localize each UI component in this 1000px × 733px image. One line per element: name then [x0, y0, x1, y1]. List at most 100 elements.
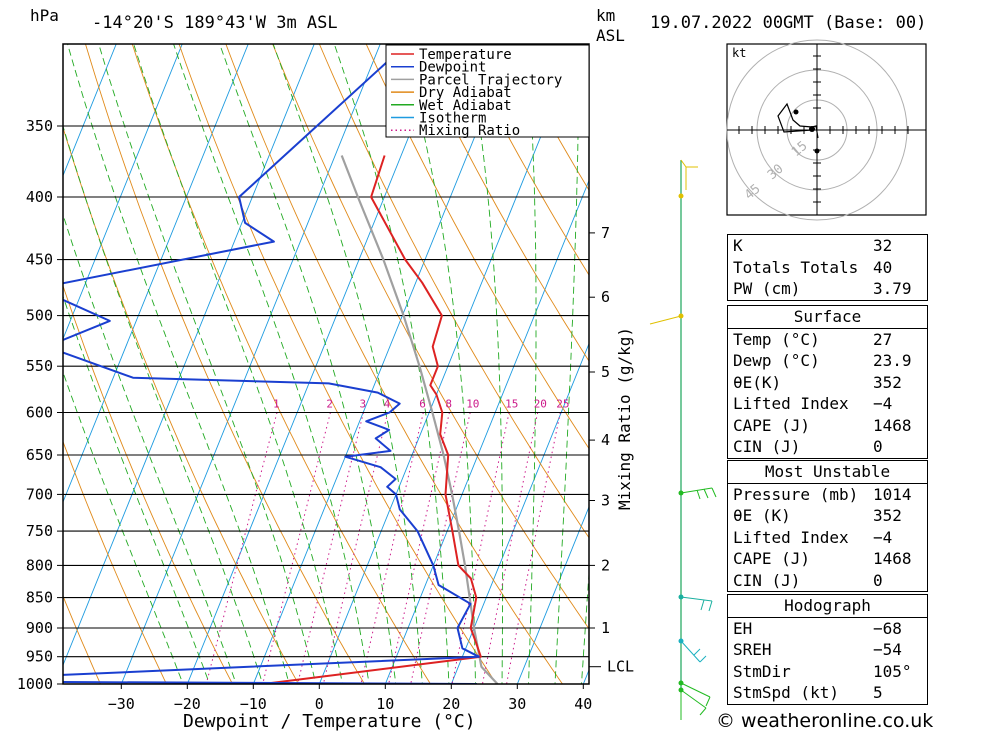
mixing-ratio-line	[262, 412, 331, 684]
dry-adiabat-line	[928, 44, 1000, 689]
surface-row: CIN (J) 0	[728, 436, 927, 458]
credit-link[interactable]: © weatheronline.co.uk	[716, 710, 934, 732]
surface-label: CAPE (J)	[733, 415, 811, 435]
km-tick-label: 5	[601, 363, 610, 381]
mixing-ratio-line	[451, 412, 510, 684]
mixing-ratio-line	[360, 412, 424, 684]
legend-label: Parcel Trajectory	[419, 72, 562, 88]
mixing-ratio-label: 10	[466, 398, 479, 411]
wet-adiabat-line	[63, 371, 184, 684]
surface-row: Lifted Index −4	[728, 393, 927, 415]
dry-adiabat-line	[63, 594, 101, 684]
surface-value: 0	[873, 437, 883, 456]
dry-adiabat-line	[63, 284, 234, 684]
hodo-label: StmDir	[733, 661, 791, 681]
km-tick-label: 7	[601, 224, 610, 242]
isotherm-line	[516, 505, 589, 684]
plot-frame	[62, 43, 590, 685]
wet-adiabat-line	[466, 44, 504, 684]
hodograph-unit: kt	[732, 46, 746, 60]
surface-label: Temp (°C)	[733, 329, 820, 349]
mu-label: θE (K)	[733, 506, 791, 525]
mu-row: CAPE (J) 1468	[728, 548, 927, 570]
mu-label: CIN (J)	[733, 570, 801, 590]
x-tick-label: 0	[315, 695, 324, 713]
pressure-tick-label: 500	[26, 307, 53, 325]
surface-title: Surface	[728, 306, 927, 329]
hodo-label: StmSpd (kt)	[733, 683, 839, 702]
x-tick-label: 20	[442, 695, 460, 713]
hodo-label: EH	[733, 618, 753, 638]
most-unstable-title: Most Unstable	[728, 461, 927, 484]
x-tick-label: −10	[240, 695, 267, 713]
mixing-ratio-label: 4	[384, 398, 391, 411]
pressure-tick-label: 650	[26, 446, 53, 464]
hodo-row: EH −68	[728, 618, 927, 640]
dry-adiabat-line	[272, 44, 589, 630]
index-label: PW (cm)	[733, 279, 801, 298]
temperature-line	[263, 155, 482, 684]
mixing-ratio-line	[205, 412, 278, 684]
wet-adiabat-line	[554, 44, 580, 684]
index-label: K	[733, 236, 743, 255]
index-row-totals: Totals Totals 40	[728, 257, 927, 279]
mixing-ratio-label: 6	[419, 398, 426, 411]
most-unstable-table: Most Unstable Pressure (mb) 1014 θE (K) 35…	[727, 460, 928, 592]
pressure-tick-label: 600	[26, 404, 53, 422]
surface-label: CIN (J)	[733, 437, 801, 456]
mu-row: θE (K) 352	[728, 505, 927, 527]
hodo-row: StmSpd (kt) 5	[728, 682, 927, 704]
km-label: km	[596, 6, 615, 25]
location-title: -14°20'S 189°43'W 3m ASL	[92, 13, 338, 33]
legend-label: Temperature	[419, 47, 512, 63]
surface-value: 27	[873, 329, 893, 349]
legend-label: Dry Adiabat	[419, 85, 512, 101]
km-tick-label: 1	[601, 619, 610, 637]
pressure-tick-label: 400	[26, 188, 53, 206]
pressure-tick-label: 350	[26, 117, 53, 135]
x-tick-label: −30	[108, 695, 135, 713]
mu-row: Pressure (mb) 1014	[728, 484, 927, 506]
pressure-tick-label: 550	[26, 357, 53, 375]
mixing-ratio-label: 25	[556, 398, 569, 411]
dry-adiabat-line	[459, 44, 589, 276]
surface-label: θE(K)	[733, 372, 782, 392]
legend-label: Mixing Ratio	[419, 123, 520, 139]
km-tick-label: 2	[601, 556, 610, 574]
hodograph-table-title: Hodograph	[728, 595, 927, 618]
lcl-label: LCL	[607, 658, 634, 676]
hodo-value: 105°	[873, 661, 912, 681]
dry-adiabat-line	[412, 44, 589, 362]
mixing-ratio-line	[506, 412, 561, 684]
hodo-value: −54	[873, 640, 902, 659]
surface-row: θE(K) 352	[728, 372, 927, 394]
datetime-title: 19.07.2022 00GMT (Base: 00)	[650, 13, 926, 33]
pressure-tick-label: 900	[26, 619, 53, 637]
x-tick-label: 30	[508, 695, 526, 713]
pressure-tick-label: 450	[26, 251, 53, 269]
hodo-value: 5	[873, 683, 883, 702]
km-tick-label: 6	[601, 288, 610, 306]
isotherm-line	[63, 44, 183, 340]
mu-label: Pressure (mb)	[733, 484, 859, 504]
surface-value: 352	[873, 372, 902, 392]
asl-label: ASL	[596, 26, 625, 45]
mixing-ratio-line	[297, 412, 364, 684]
index-value: 40	[873, 257, 893, 277]
dry-adiabat-line	[131, 44, 432, 684]
hodograph-table: Hodograph EH −68 SREH −54 StmDir 105° StmSp…	[727, 594, 928, 705]
wet-adiabat-line	[133, 44, 343, 684]
index-row-pw: PW (cm) 3.79	[728, 278, 927, 300]
wet-adiabat-line	[526, 44, 537, 684]
dry-adiabat-line	[225, 44, 564, 684]
km-tick-label: 4	[601, 431, 610, 449]
indices-table: K 32 Totals Totals 40 PW (cm) 3.79	[727, 234, 928, 301]
wet-adiabat-line	[581, 567, 589, 684]
x-tick-label: 40	[574, 695, 592, 713]
index-row-k: K 32	[728, 235, 927, 257]
pressure-tick-label: 800	[26, 556, 53, 574]
mixing-ratio-line	[481, 412, 539, 684]
index-value: 32	[873, 236, 893, 255]
wet-adiabat-line	[333, 44, 450, 684]
